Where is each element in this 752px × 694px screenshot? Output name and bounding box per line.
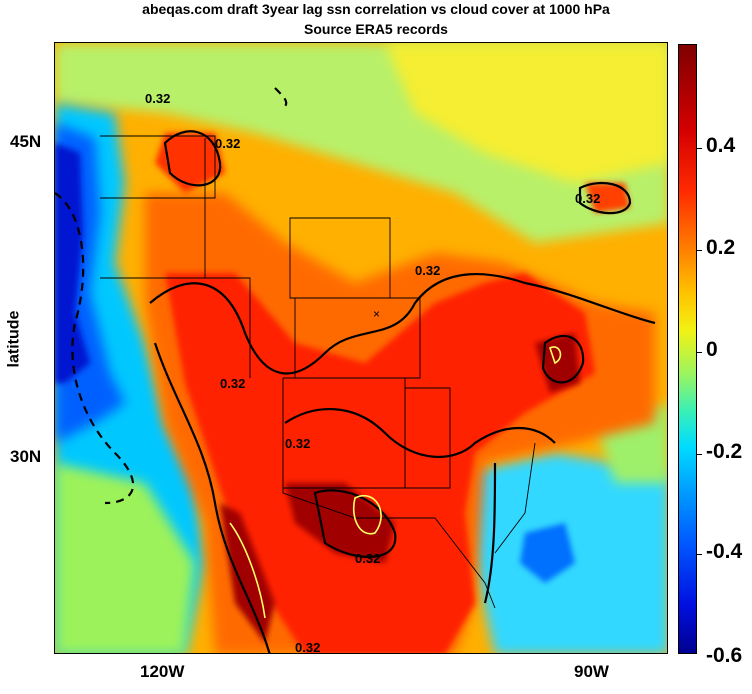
colorbar-tick-label: -0.6 [706,644,743,667]
contour-label: 0.32 [220,376,245,391]
colorbar-tick-mark [697,250,702,251]
colorbar-tick-mark [697,454,702,455]
y-axis-label: latitude [5,310,23,368]
warm-core-darkred-c [535,333,580,393]
pacific-deep-blue [55,143,90,383]
colorbar [678,44,697,654]
correlation-map: 0.32 0.32 0.32 0.32 0.32 0.32 0.32 0.32 … [54,42,668,654]
lon-tick-90w: 90W [574,662,609,681]
contour-label: 0.32 [285,436,310,451]
contour-label: 0.32 [415,263,440,278]
contour-label: 0.32 [215,136,240,151]
map-subtitle: Source ERA5 records [304,21,448,37]
warm-core-red [165,273,595,653]
warm-northwest-blob [155,133,225,193]
lat-tick-30n: 30N [10,447,42,466]
colorbar-tick-label: -0.2 [706,440,743,463]
contour-label: 0.32 [575,191,600,206]
correlation-contours [149,130,656,653]
warm-core-darkred-a [220,503,275,643]
contour-label: 0.32 [355,551,380,566]
lon-tick-120w: 120W [140,662,185,681]
high-contours [229,346,562,619]
colorbar-tick-label: 0.2 [706,236,736,259]
northeast-field [385,43,667,183]
warm-northeast-blob [585,183,630,213]
map-svg: 0.32 0.32 0.32 0.32 0.32 0.32 0.32 0.32 … [55,43,667,654]
colorbar-tick-mark [697,148,702,149]
location-marker-icon: × [373,307,380,321]
contour-label: 0.32 [295,640,320,654]
colorbar-tick-label: 0 [706,338,718,361]
southwest-ocean-field [55,463,195,653]
lat-tick-45n: 45N [10,132,42,151]
contour-label: 0.32 [145,91,170,106]
colorbar-tick-mark [697,352,702,353]
state-borders [100,135,536,609]
colorbar-tick-mark [697,554,702,555]
colorbar-tick-label: -0.4 [706,540,743,563]
map-title: abeqas.com draft 3year lag ssn correlati… [142,1,610,17]
gulf-blue-spot [520,523,575,583]
colorbar-tick-label: 0.4 [706,134,736,157]
negative-contours [55,87,288,505]
